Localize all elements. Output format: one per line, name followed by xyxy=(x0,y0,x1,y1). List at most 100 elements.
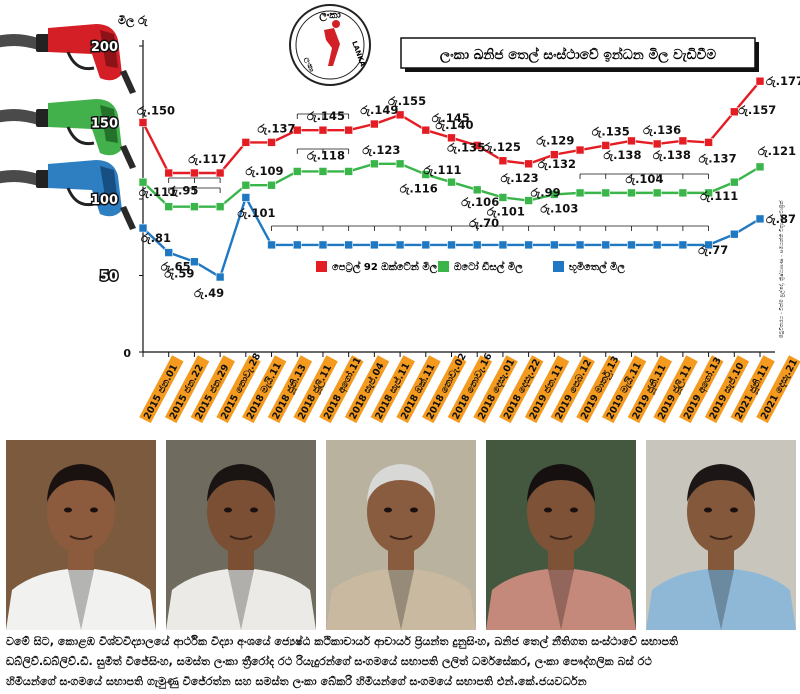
data-point xyxy=(729,107,739,117)
data-label: රු.138 xyxy=(603,148,641,162)
data-point xyxy=(267,240,276,250)
legend-swatch xyxy=(553,261,564,272)
data-label: රු.59 xyxy=(164,267,194,281)
x-tick-label-bg xyxy=(422,355,467,424)
data-label: රු.135 xyxy=(592,124,630,138)
data-point xyxy=(755,162,765,172)
data-label: රු.49 xyxy=(194,286,224,300)
photo-lalith-dharmasekara xyxy=(326,440,476,630)
side-note: පිටුවිතරය - විත්ම පුල්දේ, ක්‍රිෂ්ඨාසණ - … xyxy=(778,200,785,339)
data-label: රු.121 xyxy=(758,144,796,158)
data-label: රු.145 xyxy=(432,111,470,125)
data-label: රු.117 xyxy=(188,152,226,166)
x-tick-label-bg xyxy=(319,355,364,424)
data-point xyxy=(370,159,379,169)
y-tick-label: 200 xyxy=(91,40,118,55)
data-point xyxy=(652,139,662,149)
x-tick-label-bg xyxy=(216,355,261,424)
data-point xyxy=(447,177,456,187)
data-point xyxy=(472,240,482,250)
data-point xyxy=(755,214,765,224)
y-tick-label: 100 xyxy=(91,193,118,208)
data-point xyxy=(550,240,559,250)
data-label: රු.123 xyxy=(501,171,539,185)
data-point xyxy=(575,240,585,250)
data-point xyxy=(678,136,688,146)
y-tick-label: 50 xyxy=(100,270,118,285)
data-label: රු.111 xyxy=(139,185,177,199)
data-point xyxy=(601,240,611,250)
x-tick-label-bg xyxy=(499,355,544,424)
legend-swatch xyxy=(316,261,327,272)
x-tick-label-bg xyxy=(679,355,724,424)
x-tick-label-bg xyxy=(576,355,621,424)
y-tick-label: 150 xyxy=(91,117,118,132)
data-point xyxy=(318,125,328,135)
x-tick-label-bg xyxy=(473,355,518,424)
title-box xyxy=(400,37,756,69)
data-point xyxy=(550,150,559,159)
data-point xyxy=(447,133,456,143)
data-label: රු.138 xyxy=(653,148,691,162)
data-label: රු.106 xyxy=(461,195,499,209)
data-point xyxy=(190,202,199,211)
data-point xyxy=(138,223,148,233)
data-point xyxy=(498,156,508,166)
data-point xyxy=(215,168,225,178)
data-label: රු.87 xyxy=(766,212,796,226)
data-point xyxy=(267,138,276,147)
data-label: රු.101 xyxy=(487,204,525,218)
data-point xyxy=(704,188,713,198)
logo-text-top: ලංකා xyxy=(319,10,341,22)
data-point xyxy=(498,240,508,250)
data-point xyxy=(395,159,405,169)
data-point xyxy=(421,170,431,179)
data-point xyxy=(729,229,739,239)
data-point xyxy=(164,168,174,178)
data-label: රු.70 xyxy=(469,216,499,230)
petrol-nozzle-icon xyxy=(0,24,136,94)
data-point xyxy=(241,138,251,147)
x-tick-label-bg xyxy=(267,355,313,424)
data-point xyxy=(370,119,379,129)
data-point xyxy=(652,240,662,250)
data-point xyxy=(138,118,148,127)
x-tick-label-bg xyxy=(524,355,570,424)
data-label: රු.129 xyxy=(536,134,574,148)
data-label: රු.137 xyxy=(258,121,296,135)
data-point xyxy=(704,138,713,147)
data-point xyxy=(524,240,533,250)
data-point xyxy=(575,188,585,198)
x-tick-label-bg xyxy=(447,355,493,424)
data-point xyxy=(318,240,328,250)
x-tick-label-bg xyxy=(396,355,441,424)
data-point xyxy=(601,141,611,150)
data-point xyxy=(472,141,482,150)
x-tick-label-bg xyxy=(370,355,415,424)
data-point xyxy=(652,188,662,198)
data-label: රු.118 xyxy=(307,148,345,162)
data-label: රු.103 xyxy=(540,201,578,215)
legend-label: පෙට්‍රල් 92 ඔක්ටේන් මිල xyxy=(332,260,438,274)
data-label: රු.111 xyxy=(424,163,462,177)
title-box-shadow xyxy=(755,42,759,72)
series-line xyxy=(142,194,761,279)
data-label: රු.137 xyxy=(699,151,737,165)
data-point xyxy=(292,125,302,135)
x-tick-label-bg xyxy=(139,355,184,424)
photo-n-k-jayawardena xyxy=(646,440,796,630)
data-label: රු.111 xyxy=(700,189,738,203)
data-point xyxy=(138,177,148,187)
data-label: රු.81 xyxy=(141,231,171,245)
data-point xyxy=(627,240,636,250)
data-point xyxy=(215,202,225,211)
data-label: රු.109 xyxy=(246,164,284,178)
data-point xyxy=(627,136,636,146)
caption-line-2: ඩබ්ලිව්.ඩබ්ලිව්.ඩී. සුමිත් විජේසිංහ, සමස… xyxy=(6,655,652,668)
data-point xyxy=(318,167,328,176)
data-label: රු.101 xyxy=(238,206,276,220)
y-tick-label: 0 xyxy=(123,347,131,360)
x-tick-label-bg xyxy=(730,355,775,424)
data-label: රු.155 xyxy=(388,94,426,108)
data-label: රු.125 xyxy=(483,140,521,154)
